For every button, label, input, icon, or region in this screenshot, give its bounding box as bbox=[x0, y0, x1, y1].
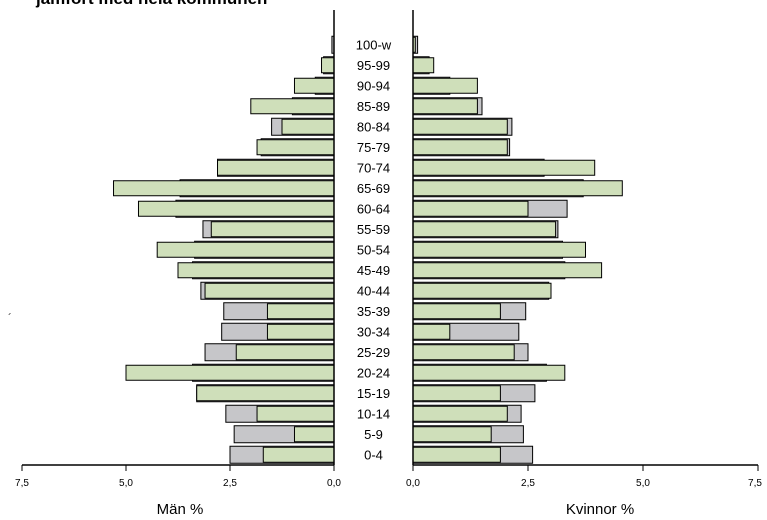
age-label-70-74: 70-74 bbox=[357, 160, 390, 175]
left-bar-area-70-74 bbox=[217, 159, 335, 176]
right-bar-area-80-84 bbox=[412, 118, 508, 135]
age-label-50-54: 50-54 bbox=[357, 242, 390, 257]
right-bar-area-25-29 bbox=[412, 344, 515, 361]
right-tick-label-0: 0,0 bbox=[406, 478, 420, 489]
left-bar-area-5-9 bbox=[293, 426, 335, 443]
age-label-80-84: 80-84 bbox=[357, 119, 390, 134]
left-tick-label-3: 7,5 bbox=[15, 478, 29, 489]
age-label-85-89: 85-89 bbox=[357, 99, 390, 114]
left-bar-area-30-34 bbox=[266, 323, 335, 340]
left-bar-area-40-44 bbox=[204, 282, 335, 299]
left-bar-area-20-24 bbox=[125, 364, 335, 381]
right-bar-area-40-44 bbox=[412, 282, 552, 299]
left-bars-group bbox=[113, 35, 335, 464]
age-label-75-79: 75-79 bbox=[357, 140, 390, 155]
age-label-45-49: 45-49 bbox=[357, 263, 390, 278]
age-label-0-4: 0-4 bbox=[364, 447, 383, 462]
age-label-35-39: 35-39 bbox=[357, 304, 390, 319]
right-bar-area-95-99 bbox=[412, 57, 435, 74]
right-axis-title: Kvinnor % bbox=[566, 501, 634, 518]
age-label-55-59: 55-59 bbox=[357, 222, 390, 237]
ticks-group: 0,0 0,0 2,5 2,5 5,0 5,0 7,5 7,5 bbox=[15, 465, 762, 489]
age-label-90-94: 90-94 bbox=[357, 78, 390, 93]
right-bar-area-45-49 bbox=[412, 262, 603, 279]
left-bar-area-85-89 bbox=[250, 98, 335, 115]
right-tick-label-3: 7,5 bbox=[748, 478, 762, 489]
age-label-5-9: 5-9 bbox=[364, 427, 383, 442]
stray-mark: ´ bbox=[8, 311, 12, 325]
right-bar-area-90-94 bbox=[412, 77, 478, 94]
age-labels-group: 0-4 5-9 10-14 15-19 20-24 25-29 30-34 35-39 40-4… bbox=[356, 37, 392, 462]
left-bar-area-25-29 bbox=[235, 344, 335, 361]
age-label-25-29: 25-29 bbox=[357, 345, 390, 360]
left-tick-label-1: 2,5 bbox=[223, 478, 237, 489]
left-bar-area-45-49 bbox=[177, 262, 335, 279]
left-bar-area-75-79 bbox=[256, 139, 335, 156]
age-label-10-14: 10-14 bbox=[357, 406, 390, 421]
right-bar-area-35-39 bbox=[412, 303, 501, 320]
age-label-40-44: 40-44 bbox=[357, 283, 390, 298]
left-bar-area-65-69 bbox=[113, 180, 335, 197]
right-bars-group bbox=[412, 35, 623, 464]
right-bar-area-65-69 bbox=[412, 180, 623, 197]
left-bar-area-95-99 bbox=[321, 57, 335, 74]
left-bar-area-80-84 bbox=[281, 118, 335, 135]
right-bar-area-20-24 bbox=[412, 364, 566, 381]
right-bar-area-5-9 bbox=[412, 426, 492, 443]
right-tick-label-1: 2,5 bbox=[521, 478, 535, 489]
left-bar-area-10-14 bbox=[256, 405, 335, 422]
left-bar-area-0-4 bbox=[262, 446, 335, 463]
left-bar-area-15-19 bbox=[196, 385, 335, 402]
right-bar-area-30-34 bbox=[412, 323, 451, 340]
age-label-60-64: 60-64 bbox=[357, 201, 390, 216]
right-bar-area-15-19 bbox=[412, 385, 501, 402]
right-bar-area-85-89 bbox=[412, 98, 478, 115]
left-tick-label-0: 0,0 bbox=[327, 478, 341, 489]
right-bar-area-10-14 bbox=[412, 405, 508, 422]
age-label-30-34: 30-34 bbox=[357, 324, 390, 339]
age-label-65-69: 65-69 bbox=[357, 181, 390, 196]
right-tick-label-2: 5,0 bbox=[636, 478, 650, 489]
left-bar-area-90-94 bbox=[293, 77, 335, 94]
right-bar-area-50-54 bbox=[412, 241, 586, 258]
right-bar-area-70-74 bbox=[412, 159, 596, 176]
chart-title: jämfört med hela kommunen bbox=[35, 0, 267, 8]
left-axis-title: Män % bbox=[157, 501, 204, 518]
left-tick-label-2: 5,0 bbox=[119, 478, 133, 489]
age-label-15-19: 15-19 bbox=[357, 386, 390, 401]
age-label-95-99: 95-99 bbox=[357, 58, 390, 73]
left-bar-area-60-64 bbox=[137, 200, 335, 217]
age-label-100-w: 100-w bbox=[356, 37, 392, 52]
left-bar-area-55-59 bbox=[210, 221, 335, 238]
right-bar-area-0-4 bbox=[412, 446, 501, 463]
left-bar-area-35-39 bbox=[266, 303, 335, 320]
right-bar-area-75-79 bbox=[412, 139, 508, 156]
left-bar-area-50-54 bbox=[156, 241, 335, 258]
age-label-20-24: 20-24 bbox=[357, 365, 390, 380]
right-bar-area-55-59 bbox=[412, 221, 557, 238]
right-bar-area-60-64 bbox=[412, 200, 529, 217]
